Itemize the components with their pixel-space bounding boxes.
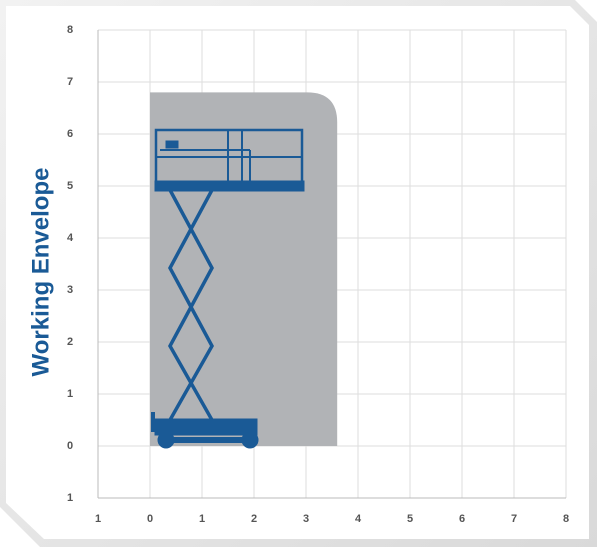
y-tick-label: 1 <box>67 492 73 504</box>
x-tick-label: 6 <box>459 513 465 525</box>
y-tick-label: 4 <box>67 232 74 244</box>
y-tick-label: 8 <box>67 24 73 36</box>
x-tick-label: 1 <box>199 513 205 525</box>
y-tick-label: 6 <box>67 128 73 140</box>
y-tick-label: 5 <box>67 180 73 192</box>
y-tick-label: 3 <box>67 284 73 296</box>
x-tick-label: 4 <box>355 513 362 525</box>
scissor-lift <box>151 128 305 449</box>
y-tick-label: 2 <box>67 336 73 348</box>
x-tick-label: 7 <box>511 513 517 525</box>
x-tick-label: 5 <box>407 513 413 525</box>
x-tick-label: 3 <box>303 513 309 525</box>
x-tick-label: 1 <box>95 513 101 525</box>
y-tick-label: 0 <box>67 440 73 452</box>
y-tick-label: 1 <box>67 388 73 400</box>
x-tick-label: 2 <box>251 513 257 525</box>
x-tick-label: 8 <box>563 513 569 525</box>
axis-title: Working Envelope <box>27 168 54 377</box>
x-tick-label: 0 <box>147 513 153 525</box>
y-tick-label: 7 <box>67 76 73 88</box>
